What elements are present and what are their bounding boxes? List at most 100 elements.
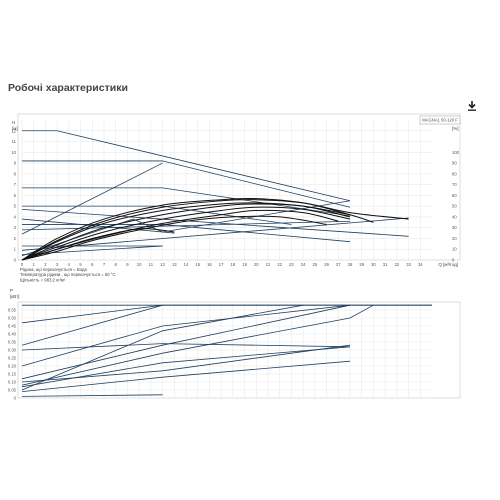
- x-tick-label: 32: [395, 262, 400, 267]
- y-tick-label: 0.50: [8, 316, 17, 321]
- y-tick-label: 0.20: [8, 364, 17, 369]
- y-tick-label: 0.25: [8, 356, 17, 361]
- chart-note: Температура рідини , що перекачується = …: [20, 272, 116, 277]
- x-tick-label: 29: [359, 262, 364, 267]
- x-tick-label: 1: [33, 262, 36, 267]
- x-tick-label: 3: [56, 262, 59, 267]
- y-right-tick-label: 50: [452, 204, 457, 209]
- x-tick-label: 5: [79, 262, 82, 267]
- y-tick-label: 0: [14, 258, 17, 263]
- y-right-tick-label: 30: [452, 225, 457, 230]
- y-tick-label: 1: [14, 247, 17, 252]
- x-tick-label: 0: [21, 262, 24, 267]
- head-curve-line: [22, 187, 351, 217]
- power-chart: 0 0.05 0.10 0.15 0.20 0.25 0.30 0.35 0.40 0.45 0.5…: [8, 288, 461, 401]
- x-tick-label: 7: [103, 262, 106, 267]
- efficiency-curve: [21, 206, 351, 261]
- download-icon[interactable]: [466, 100, 478, 112]
- power-curve-line: [21, 394, 163, 397]
- y-right-tick-label: 0: [452, 258, 455, 263]
- x-tick-label: 11: [149, 262, 154, 267]
- head-curve-line: [22, 130, 351, 202]
- x-tick-label: 15: [195, 262, 200, 267]
- x-tick-label: 27: [336, 262, 341, 267]
- x-tick-label: 34: [418, 262, 423, 267]
- page-title: Робочі характеристики: [8, 82, 128, 94]
- x-tick-label: 31: [383, 262, 388, 267]
- y-right-tick-label: 40: [452, 214, 457, 219]
- power-curve-line: [21, 346, 351, 388]
- head-curve-line: [21, 217, 409, 251]
- head-curve-line: [22, 160, 351, 208]
- x-tick-label: 13: [172, 262, 177, 267]
- y-tick-label: 8: [14, 171, 17, 176]
- y-tick-label: 4: [14, 214, 17, 219]
- y-tick-label: 0.30: [8, 348, 17, 353]
- y-tick-label: 9: [14, 161, 17, 166]
- y-tick-label: 3: [14, 225, 17, 230]
- x-tick-label: 18: [231, 262, 236, 267]
- legend-box: [419, 115, 461, 125]
- power-curve-line: [21, 304, 432, 324]
- y-tick-label: 11: [12, 139, 17, 144]
- y-tick-label: 0: [14, 396, 17, 401]
- chart-note: Рідина, що перекачується = Вода: [20, 267, 88, 272]
- y-tick-label: 5: [14, 204, 17, 209]
- x-tick-label: 12: [160, 262, 165, 267]
- head-curve-line: [22, 205, 292, 225]
- head-curve-line: [21, 218, 175, 234]
- y-right-tick-label: 80: [452, 171, 457, 176]
- y-tick-label: 6: [14, 193, 17, 198]
- x-tick-label: 20: [254, 262, 259, 267]
- power-curve-line: [21, 304, 163, 346]
- y-right-tick-label: 100: [452, 150, 460, 155]
- chart-note: Щільність = 983.2 кг/м³: [20, 277, 66, 282]
- x-tick-label: 30: [371, 262, 376, 267]
- y-right-tick-label: 90: [452, 161, 457, 166]
- y-tick-label: 0.40: [8, 332, 17, 337]
- power-curve-line: [21, 304, 374, 386]
- y-tick-label: 7: [14, 182, 17, 187]
- y-axis-unit: [м]: [12, 126, 18, 131]
- y-tick-label: 0.10: [8, 380, 17, 385]
- efficiency-curve: [21, 215, 327, 261]
- x-tick-label: 28: [348, 262, 353, 267]
- y-right-tick-label: 10: [452, 247, 457, 252]
- head-curve-line: [21, 162, 163, 235]
- x-axis-label: Q [м³/год]: [438, 262, 458, 267]
- x-tick-label: 4: [68, 262, 71, 267]
- x-tick-label: 14: [184, 262, 189, 267]
- y-right-tick-label: 70: [452, 182, 457, 187]
- efficiency-curve: [21, 228, 175, 261]
- x-tick-label: 24: [301, 262, 306, 267]
- power-curve-line: [21, 344, 351, 383]
- x-tick-label: 6: [91, 262, 94, 267]
- y-tick-label: 0.55: [8, 308, 17, 313]
- x-tick-label: 2: [44, 262, 47, 267]
- y-axis-label: P: [10, 288, 13, 293]
- x-tick-label: 22: [277, 262, 282, 267]
- x-tick-label: 17: [219, 262, 224, 267]
- x-tick-label: 16: [207, 262, 212, 267]
- y-right-tick-label: 20: [452, 236, 457, 241]
- x-tick-label: 26: [324, 262, 329, 267]
- efficiency-curve: [21, 197, 374, 261]
- head-curve-line: [22, 224, 351, 243]
- power-curve-line: [21, 304, 304, 391]
- y-tick-label: 10: [11, 150, 16, 155]
- x-tick-label: 23: [289, 262, 294, 267]
- x-tick-label: 9: [126, 262, 129, 267]
- efficiency-curve: [21, 203, 351, 261]
- y-tick-label: 0.15: [8, 372, 17, 377]
- x-tick-label: 10: [137, 262, 142, 267]
- y-axis-label: H: [12, 120, 15, 125]
- y-axis-unit: [кВт]: [10, 294, 19, 299]
- y-tick-label: 0.35: [8, 340, 17, 345]
- efficiency-curve: [21, 199, 409, 261]
- y-tick-label: 0.05: [8, 388, 17, 393]
- y-tick-label: 12: [11, 128, 16, 133]
- power-curve-line: [21, 304, 351, 380]
- y-right-axis-unit: [%]: [452, 126, 459, 131]
